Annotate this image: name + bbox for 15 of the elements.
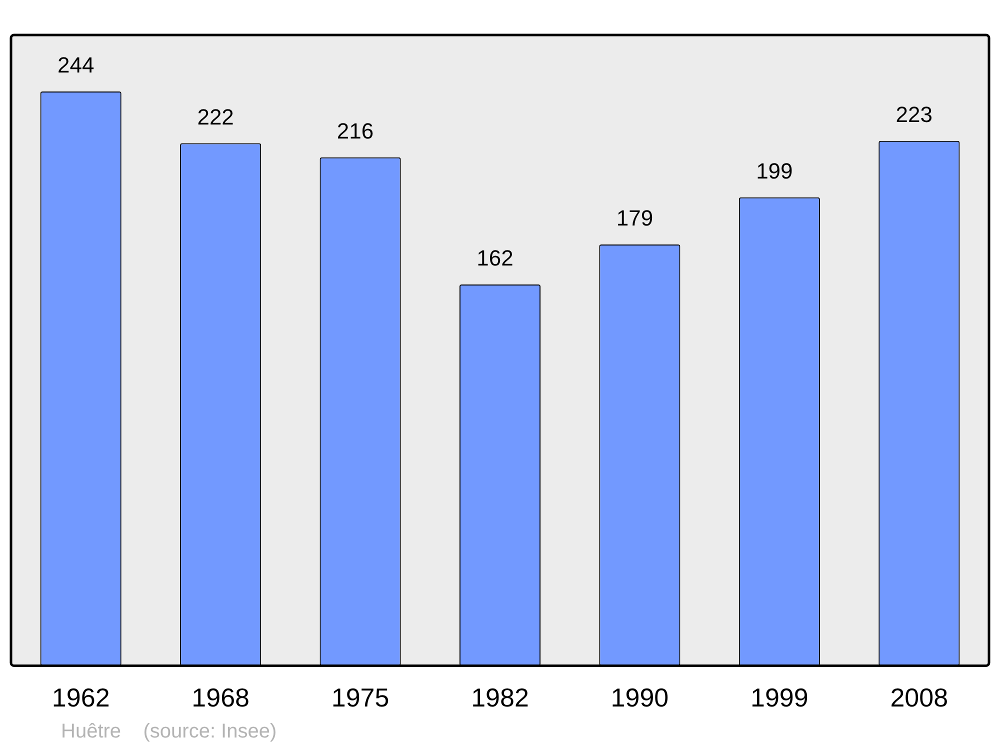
data-label: 222 (197, 104, 234, 130)
data-label: 179 (616, 206, 654, 231)
data-label: 216 (336, 118, 374, 144)
text: Huêtre (source: Insee) (61, 720, 277, 743)
x-tick-label: 1962 (52, 682, 110, 713)
data-label: 244 (58, 52, 94, 78)
data-label: 162 (476, 246, 514, 271)
x-tick-label: 1990 (610, 682, 669, 713)
data-label: 223 (896, 102, 932, 127)
x-tick-label: 2008 (890, 682, 948, 713)
x-tick-label: 1968 (192, 682, 250, 713)
x-tick-label: 1975 (331, 682, 390, 713)
x-tick-label: 1982 (471, 682, 529, 713)
data-label: 199 (756, 158, 793, 184)
x-tick-label: 1999 (750, 682, 808, 713)
